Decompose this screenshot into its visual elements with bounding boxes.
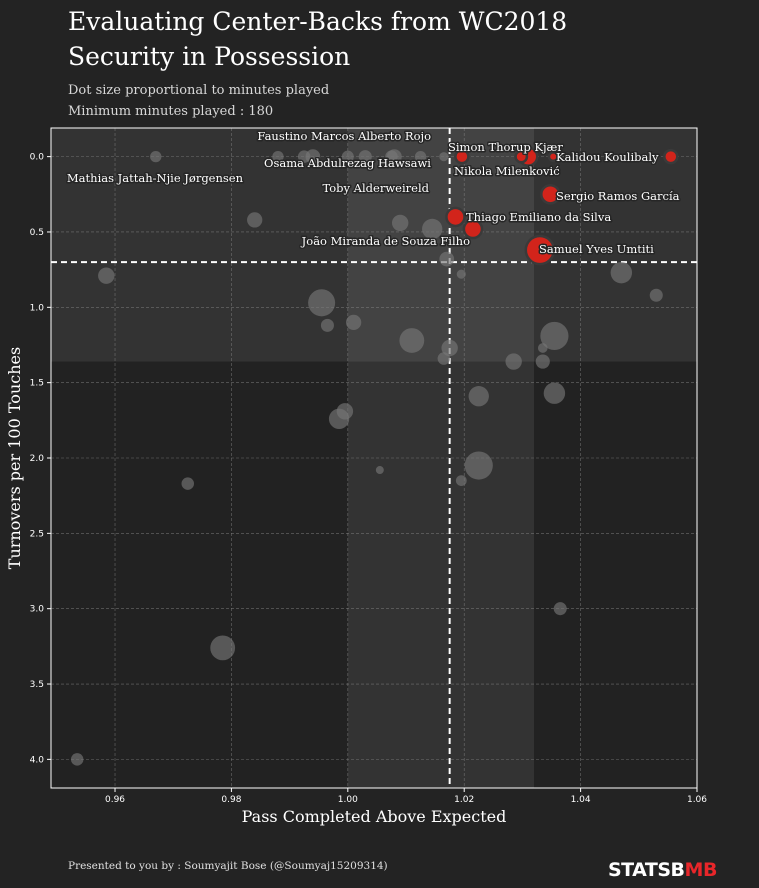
player-label: Toby Alderweireld: [322, 181, 429, 195]
y-tick-label: 0.0: [30, 153, 45, 163]
scatter-point: [358, 150, 372, 164]
highlight-point: [524, 234, 556, 266]
player-label: Samuel Yves Umtiti: [539, 242, 654, 256]
y-tick-label: 2.5: [30, 529, 44, 539]
scatter-point: [422, 218, 443, 240]
highlighted-points: [445, 146, 679, 266]
player-label: João Miranda de Souza Filho: [301, 234, 470, 248]
x-tick-label: 1.00: [338, 795, 358, 805]
y-tick-label: 4.0: [30, 755, 45, 765]
player-label: Faustino Marcos Alberto Rojo: [257, 129, 431, 143]
x-tick-label: 0.96: [105, 795, 125, 805]
brand-part-2: MB: [684, 859, 718, 881]
player-label: Nikola Milenković: [454, 164, 560, 178]
subtitle-line-2: Minimum minutes played : 180: [68, 104, 274, 119]
scatter-point: [391, 214, 409, 232]
y-tick-label: 0.5: [30, 228, 44, 238]
x-tick-label: 0.98: [221, 795, 241, 805]
scatter-point: [468, 386, 489, 407]
scatter-point: [464, 451, 493, 480]
scatter-point: [150, 150, 162, 163]
player-label: Osama Abdulrezag Hawsawi: [264, 156, 431, 170]
scatter-point: [328, 408, 350, 429]
axes: 0.96 0.98 1.00 1.02 1.04 1.06 0.0 0.5 1.0 1.5 2.0 2…: [5, 127, 707, 826]
x-tick-label: 1.06: [687, 795, 707, 805]
chart-subtitle: Dot size proportional to minutes played …: [68, 80, 329, 122]
highlight-point: [547, 151, 559, 163]
title-line-1: Evaluating Center-Backs from WC2018: [68, 7, 568, 36]
scatter-point: [399, 328, 425, 353]
y-band-shade: [51, 128, 697, 362]
scatter-point: [308, 289, 336, 317]
scatter-point: [610, 261, 633, 284]
scatter-point: [439, 152, 449, 162]
brand-part-1: STATSB: [608, 859, 685, 881]
highlight-point: [454, 148, 470, 165]
highlight-point: [445, 206, 466, 228]
scatter-point: [181, 477, 195, 490]
point-labels: Simon Thorup Kjær Nikola MilenkovićKalido…: [65, 128, 681, 258]
scatter-point: [98, 267, 115, 284]
highlight-point: [514, 149, 529, 164]
scatter-point: [345, 314, 362, 331]
scatter-point: [247, 212, 263, 228]
highlight-point: [540, 184, 561, 205]
scatter-point: [341, 150, 354, 163]
highlight-point: [462, 218, 484, 240]
scatter-point: [540, 321, 569, 351]
y-tick-label: 3.5: [30, 680, 44, 690]
other-points: [70, 149, 663, 766]
scatter-point: [375, 466, 384, 475]
x-axis-label: Pass Completed Above Expected: [242, 807, 507, 826]
credit-text: Presented to you by : Soumyajit Bose (@S…: [68, 860, 388, 872]
chart-title: Evaluating Center-Backs from WC2018 Secu…: [68, 4, 567, 74]
title-line-2: Security in Possession: [68, 42, 351, 71]
scatter-point: [505, 353, 522, 370]
player-label: Simon Thorup Kjær: [448, 140, 563, 154]
y-tick-label: 1.5: [30, 379, 44, 389]
scatter-point: [305, 149, 321, 164]
highlight-point: [663, 148, 679, 165]
scatter-point: [535, 354, 550, 369]
scatter-point: [272, 150, 284, 163]
scatter-point: [553, 602, 567, 616]
plot-frame: [50, 127, 698, 789]
scatter-point: [210, 635, 236, 661]
y-tick-label: 3.0: [30, 605, 45, 615]
scatter-point: [414, 150, 427, 163]
player-label: Kalidou Koulibaly: [556, 150, 659, 164]
player-label: Mathias Jattah-Njie Jørgensen: [67, 171, 244, 185]
scatter-point: [441, 339, 458, 357]
x-tick-label: 1.04: [571, 795, 591, 805]
scatter-point: [320, 318, 334, 332]
y-axis-label: Turnovers per 100 Touches: [5, 347, 24, 569]
player-label: Sergio Ramos García: [556, 189, 680, 203]
x-tick-label: 1.02: [454, 795, 474, 805]
scatter-point: [387, 149, 402, 164]
scatter-point: [649, 288, 663, 302]
scatter-point: [543, 382, 566, 404]
player-label: Thiago Emiliano da Silva: [466, 210, 611, 224]
scatter-point: [456, 269, 466, 279]
y-tick-label: 2.0: [30, 454, 45, 464]
y-tick-label: 1.0: [30, 303, 45, 313]
statsbomb-logo: STATSBMB: [608, 857, 717, 883]
reference-lines: [51, 128, 697, 788]
scatter-point: [70, 753, 84, 766]
subtitle-line-1: Dot size proportional to minutes played: [68, 83, 330, 98]
scatter-point: [439, 251, 455, 267]
scatter-point: [455, 475, 467, 487]
